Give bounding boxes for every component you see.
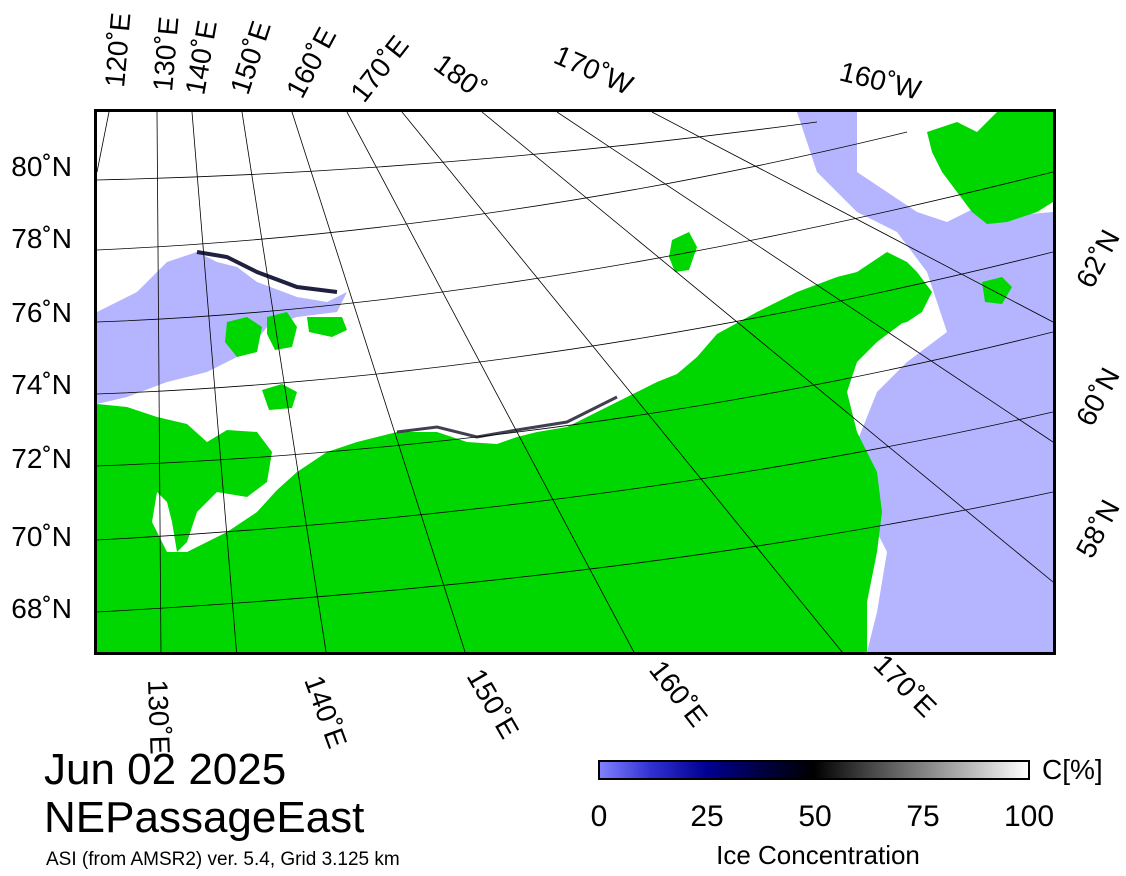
land-bolshoy-lyakhovsky <box>262 384 297 410</box>
lon-label-top: 120˚E <box>99 11 136 88</box>
colorbar-tick: 100 <box>1003 800 1055 833</box>
ice-fringe-laptev <box>196 250 338 294</box>
date-label: Jun 02 2025 <box>44 745 287 794</box>
lon-label-top: 170˚E <box>344 30 414 108</box>
open-water-laptev <box>97 252 347 404</box>
lon-label-top: 150˚E <box>224 17 277 98</box>
lon-label-top: 140˚E <box>179 18 223 97</box>
lon-label-top: 180˚ <box>428 48 492 106</box>
lon-label-bottom: 140˚E <box>298 671 353 752</box>
credit-label: ASI (from AMSR2) ver. 5.4, Grid 3.125 km <box>46 849 400 870</box>
lon-label-bottom: 130˚E <box>142 679 176 755</box>
lat-label-left: 70˚N <box>11 521 72 552</box>
land-new-siberian-islands <box>225 317 262 357</box>
map-canvas <box>97 112 1053 652</box>
colorbar-tick: 75 <box>906 800 940 833</box>
lon-label-bottom: 170˚E <box>868 648 943 723</box>
lat-label-right: 62˚N <box>1070 225 1126 293</box>
land-st-lawrence <box>982 277 1012 304</box>
lat-label-right: 58˚N <box>1070 495 1126 563</box>
lon-label-top: 160˚E <box>280 22 342 103</box>
land-wrangel <box>669 232 697 272</box>
land-faddeyevsky <box>307 317 347 337</box>
lat-label-left: 74˚N <box>11 369 72 400</box>
open-water-bering <box>797 112 1053 652</box>
lat-label-left: 78˚N <box>11 223 72 254</box>
lon-label-bottom: 160˚E <box>643 655 713 733</box>
colorbar-tick: 0 <box>590 800 608 833</box>
lat-label-left: 72˚N <box>11 443 72 474</box>
colorbar-title: Ice Concentration <box>716 840 920 870</box>
colorbar-tick: 50 <box>798 800 832 833</box>
colorbar-tick: 25 <box>690 800 724 833</box>
land-siberia <box>97 262 927 652</box>
lat-label-left: 68˚N <box>11 593 72 624</box>
map-panel <box>94 109 1056 655</box>
graticule-parallels <box>97 121 1053 613</box>
region-label: NEPassageEast <box>44 793 365 842</box>
land-alaska <box>927 112 1053 224</box>
colorbar-unit: C[%] <box>1042 754 1103 785</box>
lat-label-left: 80˚N <box>11 151 72 182</box>
lon-label-bottom: 150˚E <box>461 664 525 744</box>
ice-fringe-east-siberian <box>396 395 618 439</box>
lon-label-top: 170˚W <box>550 39 638 101</box>
lon-label-top: 160˚W <box>837 56 925 106</box>
land-chukotka <box>842 252 932 332</box>
lon-label-top: 130˚E <box>147 15 184 92</box>
colorbar <box>598 760 1030 780</box>
lat-label-left: 76˚N <box>11 297 72 328</box>
lat-label-right: 60˚N <box>1070 363 1126 431</box>
graticule-meridians <box>97 112 1053 652</box>
